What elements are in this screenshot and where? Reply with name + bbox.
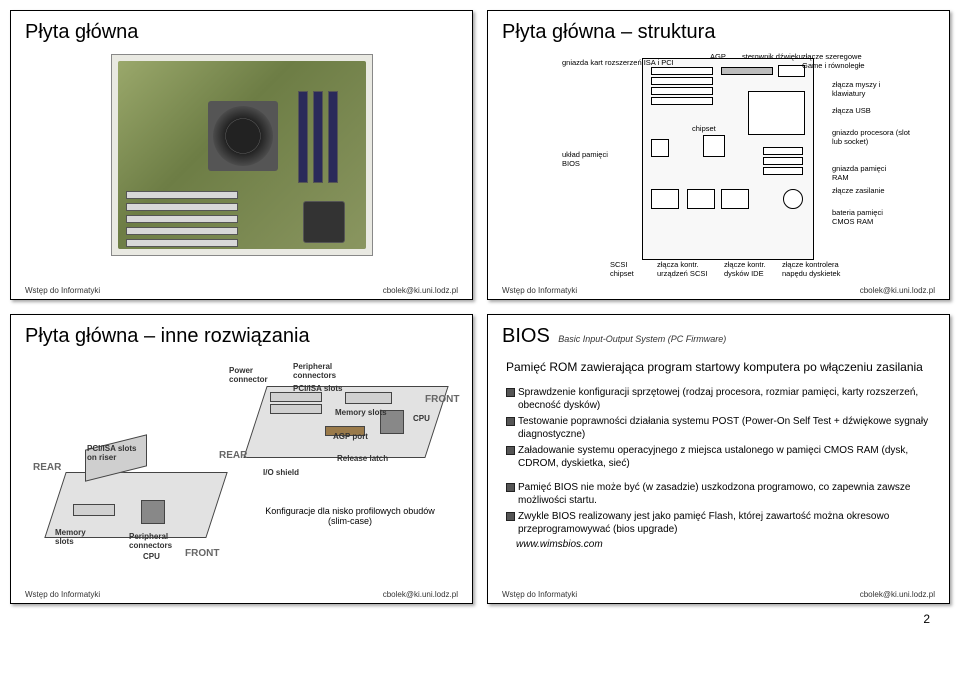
lbl-agp-port: AGP port bbox=[333, 432, 368, 441]
lbl-rear-1: REAR bbox=[219, 450, 247, 461]
slide2-title: Płyta główna – struktura bbox=[502, 21, 935, 44]
bios-bullets-b: Pamięć BIOS nie może być (w zasadzie) us… bbox=[502, 481, 935, 537]
lbl-mouse: złącza myszy i klawiatury bbox=[832, 80, 902, 98]
page-number: 2 bbox=[10, 612, 950, 626]
bios-intro: Pamięć ROM zawierająca program startowy … bbox=[506, 360, 931, 376]
lbl-fdd: złącze kontrolera napędu dyskietek bbox=[782, 260, 862, 278]
lbl-bios: układ pamięci BIOS bbox=[562, 150, 622, 168]
slide-grid: Płyta główna Wstęp do Informatyki cbolek… bbox=[10, 10, 950, 604]
lbl-periph-2: Peripheral connectors bbox=[129, 532, 177, 550]
slide-mainboard-other: Płyta główna – inne rozwiązania Power co… bbox=[10, 314, 473, 604]
lbl-rear-2: REAR bbox=[33, 462, 61, 473]
lbl-game: złącze szeregowe Game i równoległe bbox=[802, 52, 872, 70]
slide-footer: Wstęp do Informatyki cbolek@ki.uni.lodz.… bbox=[25, 590, 458, 599]
lbl-io-shield: I/O shield bbox=[263, 468, 299, 477]
riser-diagrams: Power connector Peripheral connectors PC… bbox=[25, 356, 458, 566]
lbl-front-2: FRONT bbox=[185, 548, 219, 559]
lbl-sound: sterownik dźwięku bbox=[742, 52, 782, 61]
lbl-cpu-1: CPU bbox=[413, 414, 430, 423]
bios-bullets-a: Sprawdzenie konfiguracji sprzętowej (rod… bbox=[502, 386, 935, 471]
footer-right: cbolek@ki.uni.lodz.pl bbox=[383, 590, 458, 599]
slide-footer: Wstęp do Informatyki cbolek@ki.uni.lodz.… bbox=[502, 286, 935, 295]
footer-left: Wstęp do Informatyki bbox=[502, 286, 577, 295]
bios-bullet: Sprawdzenie konfiguracji sprzętowej (rod… bbox=[506, 386, 931, 413]
footer-right: cbolek@ki.uni.lodz.pl bbox=[383, 286, 458, 295]
lbl-isa-pci: gniazda kart rozszerzeń ISA i PCI bbox=[562, 58, 632, 67]
slide-bios: BIOS Basic Input-Output System (PC Firmw… bbox=[487, 314, 950, 604]
lbl-scsi-conn: złącza kontr. urządzeń SCSI bbox=[657, 260, 717, 278]
lbl-ram: gniazda pamięci RAM bbox=[832, 164, 892, 182]
lbl-release: Release latch bbox=[337, 454, 388, 463]
slim-case-caption: Konfiguracje dla nisko profilowych obudó… bbox=[265, 506, 435, 526]
lbl-chipset: chipset bbox=[692, 124, 716, 133]
bios-subtitle: Basic Input-Output System (PC Firmware) bbox=[558, 334, 726, 344]
slide4-title: BIOS bbox=[502, 325, 550, 347]
footer-right: cbolek@ki.uni.lodz.pl bbox=[860, 286, 935, 295]
footer-left: Wstęp do Informatyki bbox=[502, 590, 577, 599]
lbl-pciisa-slots: PCI/ISA slots bbox=[293, 384, 343, 393]
lbl-power: złącze zasilanie bbox=[832, 186, 892, 195]
lbl-cpu: gniazdo procesora (slot lub socket) bbox=[832, 128, 912, 146]
lbl-memory: Memory slots bbox=[335, 408, 387, 417]
footer-right: cbolek@ki.uni.lodz.pl bbox=[860, 590, 935, 599]
structure-diagram: gniazda kart rozszerzeń ISA i PCI AGP st… bbox=[502, 52, 935, 272]
slide-footer: Wstęp do Informatyki cbolek@ki.uni.lodz.… bbox=[25, 286, 458, 295]
slide-mainboard-photo: Płyta główna Wstęp do Informatyki cbolek… bbox=[10, 10, 473, 300]
lbl-scsi: SCSI chipset bbox=[610, 260, 650, 278]
lbl-front-1: FRONT bbox=[425, 394, 459, 405]
slide-mainboard-structure: Płyta główna – struktura gniazd bbox=[487, 10, 950, 300]
bios-link: www.wimsbios.com bbox=[516, 539, 935, 550]
lbl-cpu-2: CPU bbox=[143, 552, 160, 561]
lbl-cmos: bateria pamięci CMOS RAM bbox=[832, 208, 902, 226]
lbl-usb: złącza USB bbox=[832, 106, 892, 115]
lbl-power-conn: Power connector bbox=[229, 366, 269, 384]
bios-bullet: Pamięć BIOS nie może być (w zasadzie) us… bbox=[506, 481, 931, 508]
lbl-ide: złącze kontr. dysków IDE bbox=[724, 260, 779, 278]
slide-footer: Wstęp do Informatyki cbolek@ki.uni.lodz.… bbox=[502, 590, 935, 599]
footer-left: Wstęp do Informatyki bbox=[25, 286, 100, 295]
bios-bullet: Testowanie poprawności działania systemu… bbox=[506, 415, 931, 442]
lbl-memory-2: Memory slots bbox=[55, 528, 93, 546]
footer-left: Wstęp do Informatyki bbox=[25, 590, 100, 599]
slide3-title: Płyta główna – inne rozwiązania bbox=[25, 325, 458, 348]
slide1-title: Płyta główna bbox=[25, 21, 458, 44]
motherboard-photo bbox=[111, 54, 373, 256]
lbl-pciisa-riser: PCI/ISA slots on riser bbox=[87, 444, 137, 462]
bios-bullet: Zwykle BIOS realizowany jest jako pamięć… bbox=[506, 510, 931, 537]
lbl-periph: Peripheral connectors bbox=[293, 362, 343, 380]
bios-bullet: Załadowanie systemu operacyjnego z miejs… bbox=[506, 444, 931, 471]
lbl-agp: AGP bbox=[710, 52, 726, 61]
